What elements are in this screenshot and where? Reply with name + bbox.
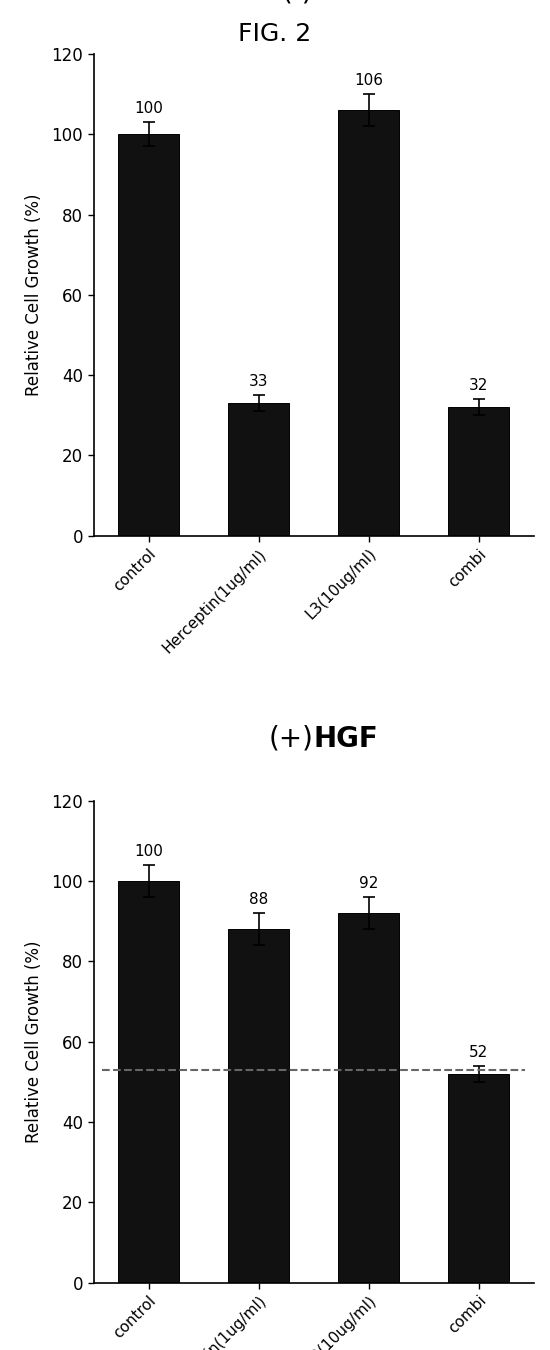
Text: 92: 92 (359, 876, 378, 891)
Y-axis label: Relative Cell Growth (%): Relative Cell Growth (%) (25, 941, 43, 1143)
Bar (448, 408, 509, 536)
Bar (338, 913, 399, 1282)
Bar (118, 134, 179, 536)
Text: 106: 106 (354, 73, 383, 88)
Y-axis label: Relative Cell Growth (%): Relative Cell Growth (%) (25, 193, 43, 396)
Text: HGF: HGF (314, 0, 378, 5)
Text: (+): (+) (268, 725, 313, 752)
Text: 100: 100 (134, 844, 163, 859)
Bar (338, 111, 399, 536)
Bar (118, 882, 179, 1282)
Text: 88: 88 (249, 892, 268, 907)
Bar (228, 404, 289, 536)
Bar (228, 929, 289, 1282)
Text: HGF: HGF (314, 725, 378, 752)
Text: (-): (-) (282, 0, 314, 5)
Text: (-): (-) (282, 0, 314, 5)
Text: 33: 33 (249, 374, 268, 389)
Text: FIG. 2: FIG. 2 (238, 22, 312, 46)
Bar (448, 1073, 509, 1282)
Text: 32: 32 (469, 378, 488, 393)
Text: 52: 52 (469, 1045, 488, 1060)
Text: 100: 100 (134, 101, 163, 116)
Text: (+): (+) (268, 725, 313, 752)
